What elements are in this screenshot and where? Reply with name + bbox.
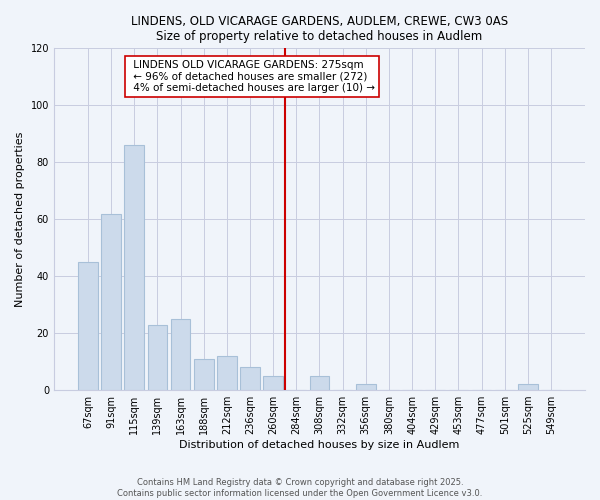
Bar	[170, 319, 190, 390]
Text: LINDENS OLD VICARAGE GARDENS: 275sqm
 ← 96% of detached houses are smaller (272): LINDENS OLD VICARAGE GARDENS: 275sqm ← 9…	[130, 60, 374, 93]
Bar	[124, 145, 144, 390]
Bar	[78, 262, 98, 390]
Bar	[194, 359, 214, 390]
Bar	[356, 384, 376, 390]
Bar	[148, 324, 167, 390]
Bar	[217, 356, 236, 390]
Y-axis label: Number of detached properties: Number of detached properties	[15, 132, 25, 307]
X-axis label: Distribution of detached houses by size in Audlem: Distribution of detached houses by size …	[179, 440, 460, 450]
Bar	[310, 376, 329, 390]
Bar	[263, 376, 283, 390]
Bar	[518, 384, 538, 390]
Bar	[240, 368, 260, 390]
Title: LINDENS, OLD VICARAGE GARDENS, AUDLEM, CREWE, CW3 0AS
Size of property relative : LINDENS, OLD VICARAGE GARDENS, AUDLEM, C…	[131, 15, 508, 43]
Bar	[101, 214, 121, 390]
Text: Contains HM Land Registry data © Crown copyright and database right 2025.
Contai: Contains HM Land Registry data © Crown c…	[118, 478, 482, 498]
